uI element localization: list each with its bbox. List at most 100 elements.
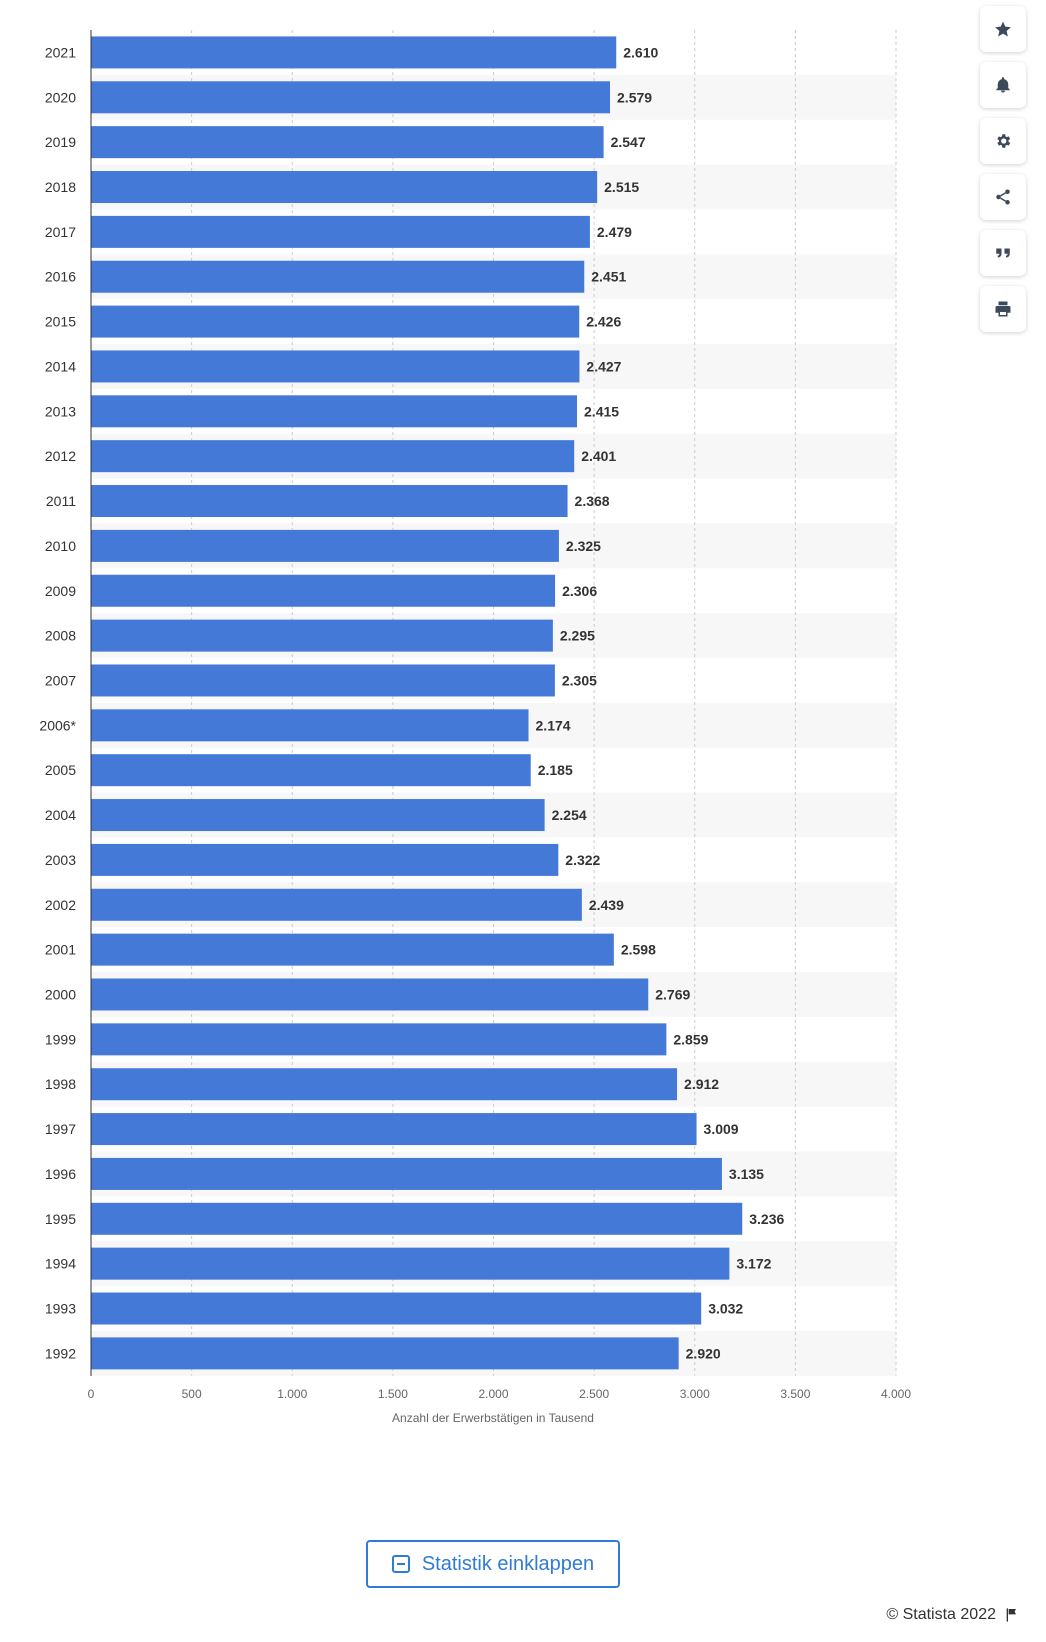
bar[interactable] [91,1113,697,1146]
data-label: 3.032 [708,1301,743,1317]
bar[interactable] [91,1292,702,1325]
bar[interactable] [91,619,553,652]
share-icon [996,189,1010,205]
bar[interactable] [91,978,649,1011]
y-tick-label: 1998 [45,1076,76,1092]
bar[interactable] [91,888,582,921]
star-icon [995,21,1011,37]
flag-icon[interactable] [1004,1607,1020,1623]
bar[interactable] [91,754,531,787]
data-label: 2.325 [566,538,601,554]
y-tick-label: 1996 [45,1166,76,1182]
bar[interactable] [91,1247,730,1280]
bar[interactable] [91,260,585,293]
settings-button[interactable] [980,118,1026,164]
data-label: 2.920 [686,1345,721,1361]
share-button[interactable] [980,174,1026,220]
y-tick-label: 2003 [45,852,76,868]
y-tick-label: 1993 [45,1301,76,1317]
bar[interactable] [91,395,578,428]
data-label: 2.174 [536,717,571,733]
copyright-text: © Statista 2022 [886,1606,996,1623]
y-tick-label: 2017 [45,224,76,240]
y-tick-label: 1992 [45,1345,76,1361]
y-tick-label: 1995 [45,1211,76,1227]
cite-button[interactable] [980,230,1026,276]
data-label: 2.439 [589,897,624,913]
y-tick-label: 1994 [45,1256,76,1272]
bar[interactable] [91,215,590,248]
y-tick-label: 2004 [45,807,76,823]
data-label: 2.451 [591,269,626,285]
data-label: 2.547 [611,134,646,150]
data-label: 2.185 [538,762,573,778]
y-tick-label: 2013 [45,403,76,419]
bar[interactable] [91,709,529,742]
bell-icon [996,77,1010,93]
data-label: 2.479 [597,224,632,240]
bar[interactable] [91,36,617,69]
x-tick-label: 2.500 [579,1387,609,1401]
x-tick-label: 3.500 [780,1387,810,1401]
data-label: 2.769 [655,986,690,1002]
copyright-notice: © Statista 2022 [886,1606,1020,1624]
y-tick-label: 2002 [45,897,76,913]
data-label: 2.254 [552,807,587,823]
collapse-statistic-button[interactable]: Statistik einklappen [366,1540,620,1588]
bar-chart: 2021 2020 2019 2018 2017 2016 2015 2014 2013 2012… [39,30,911,1425]
bar[interactable] [91,529,559,562]
bar[interactable] [91,305,580,338]
x-tick-label: 0 [88,1387,95,1401]
data-label: 3.135 [729,1166,764,1182]
x-axis-title: Anzahl der Erwerbstätigen in Tausend [392,1411,594,1425]
y-tick-label: 1997 [45,1121,76,1137]
y-tick-label: 2018 [45,179,76,195]
bar[interactable] [91,81,611,114]
y-tick-label: 2015 [45,314,76,330]
data-label: 2.368 [575,493,610,509]
bar[interactable] [91,171,598,204]
bar[interactable] [91,350,580,383]
bar[interactable] [91,799,545,832]
y-tick-label: 2008 [45,628,76,644]
x-tick-label: 1.500 [378,1387,408,1401]
bar[interactable] [91,574,556,607]
y-tick-label: 2016 [45,269,76,285]
print-icon [995,301,1011,317]
data-label: 2.401 [581,448,616,464]
bar[interactable] [91,933,614,966]
x-tick-label: 1.000 [277,1387,307,1401]
bar[interactable] [91,1157,722,1190]
data-label: 2.295 [560,628,595,644]
bar[interactable] [91,485,568,518]
x-tick-label: 500 [182,1387,202,1401]
print-button[interactable] [980,286,1026,332]
data-label: 3.172 [736,1256,771,1272]
data-label: 2.598 [621,942,656,958]
collapse-button-label: Statistik einklappen [421,1552,595,1575]
y-tick-label: 2014 [45,358,76,374]
y-tick-label: 2012 [45,448,76,464]
y-tick-label: 2019 [45,134,76,150]
favorite-button[interactable] [980,6,1026,52]
data-label: 2.305 [562,672,597,688]
y-tick-label: 2010 [45,538,76,554]
notification-button[interactable] [980,62,1026,108]
bar[interactable] [91,843,559,876]
x-tick-label: 2.000 [478,1387,508,1401]
y-tick-label: 2006* [39,717,76,733]
y-tick-label: 2021 [45,44,76,60]
bar[interactable] [91,1068,678,1101]
data-label: 2.427 [586,358,621,374]
minus-square-icon [391,1555,410,1573]
data-label: 3.236 [749,1211,784,1227]
bar[interactable] [91,1202,743,1235]
data-label: 2.859 [673,1031,708,1047]
data-label: 2.912 [684,1076,719,1092]
y-tick-label: 2000 [45,986,76,1002]
bar[interactable] [91,1023,667,1056]
bar[interactable] [91,1337,679,1370]
bar[interactable] [91,126,604,159]
bar[interactable] [91,440,575,473]
bar[interactable] [91,664,555,697]
